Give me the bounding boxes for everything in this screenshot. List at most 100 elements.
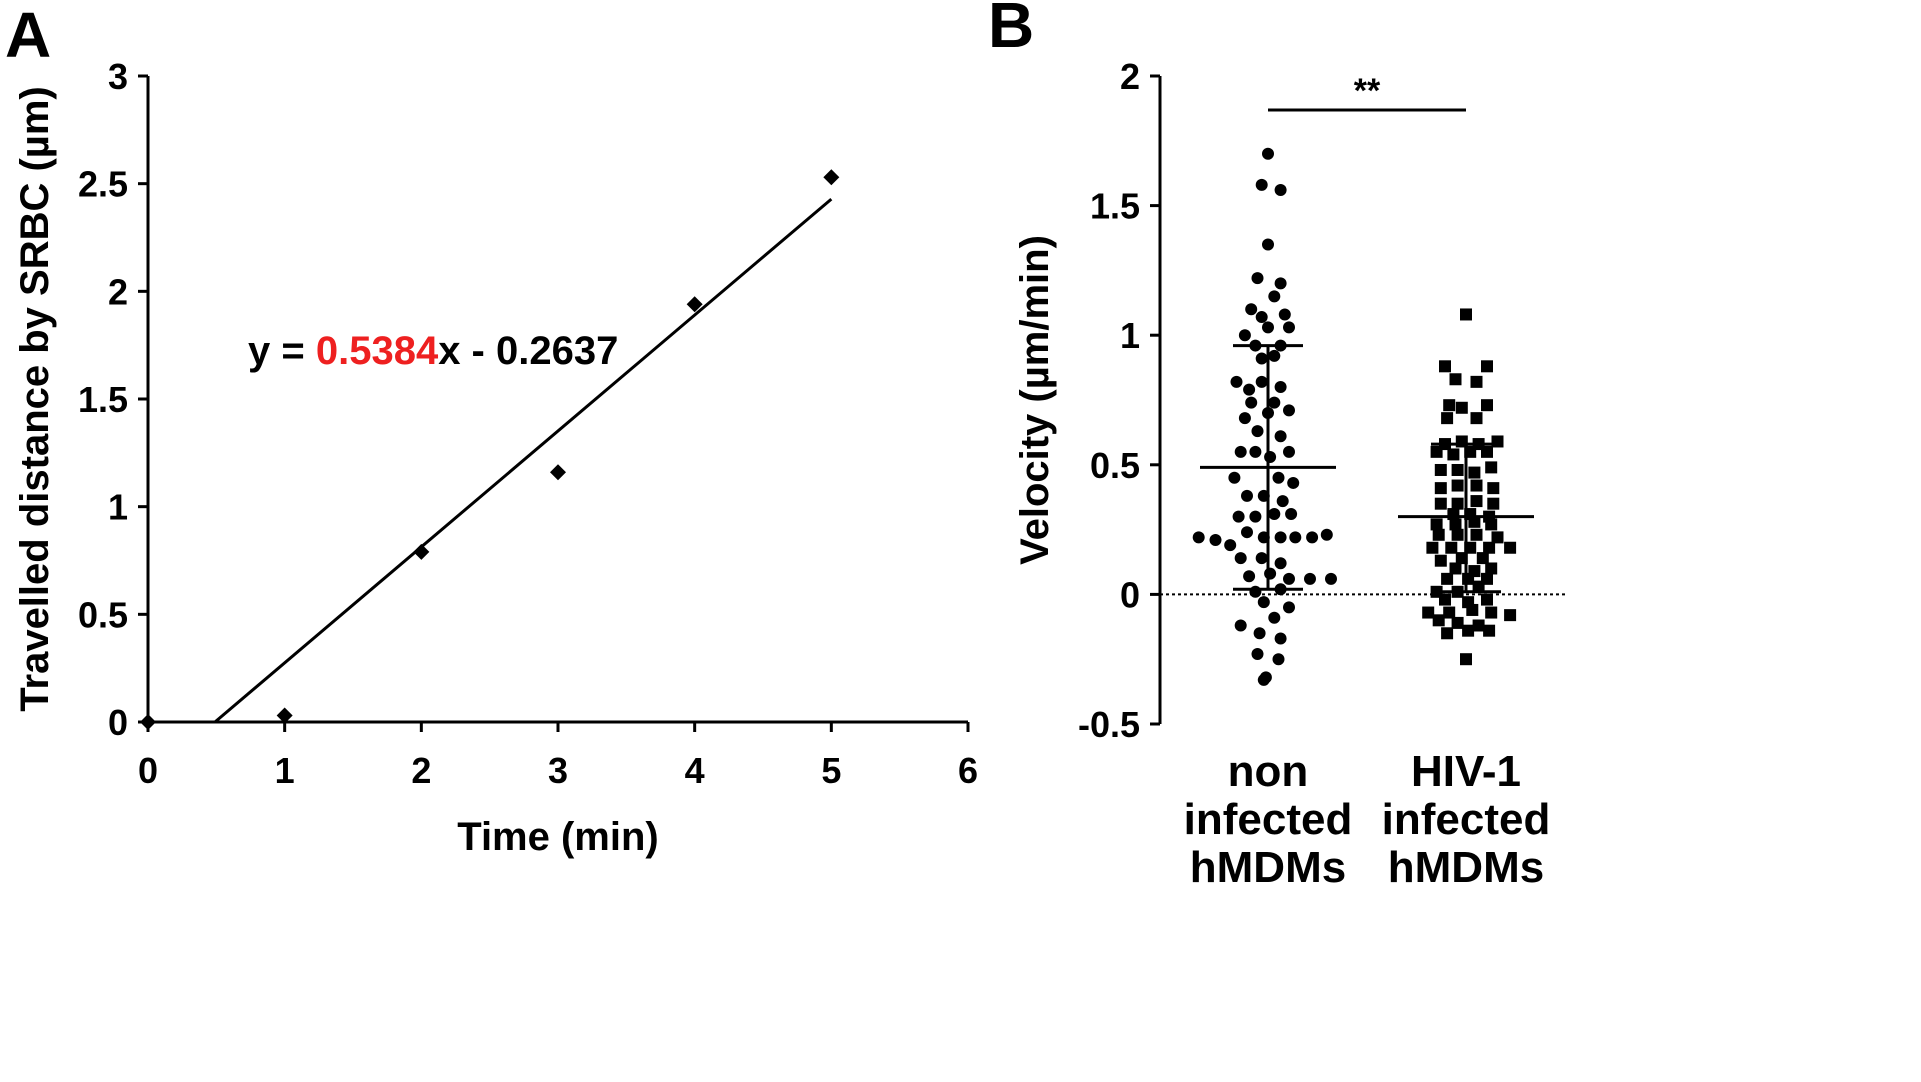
panel-b-y-tick-label: 0 [1120,574,1140,615]
velocity-point [1268,290,1281,303]
velocity-point [1449,518,1462,531]
panel-a-points [140,169,840,730]
panel-b-label: B [988,0,1034,61]
equation-prefix: y = [248,329,316,373]
velocity-point [1455,401,1468,414]
velocity-point [1255,178,1268,191]
panel-a-y-tick-label: 1.5 [78,379,128,420]
velocity-point [1439,360,1451,373]
velocity-point [1476,552,1489,565]
velocity-point [1451,528,1464,541]
velocity-point [1485,461,1498,474]
velocity-point [1451,479,1464,492]
panel-a-chart: A 0 0.5 1 1.5 2 2.5 3 0 1 2 3 4 5 6 y = 0.5384x - 0.… [5,0,978,859]
velocity-point [1234,619,1247,632]
velocity-point [1447,448,1460,461]
velocity-point [1255,552,1268,565]
panel-b-y-tick-label: 2 [1120,56,1140,97]
velocity-point [1451,497,1464,510]
panel-a-x-tick-label: 6 [958,750,978,791]
velocity-point [1274,277,1287,290]
panel-b-y-axis-title: Velocity (µm/min) [1013,235,1057,565]
velocity-point [1483,541,1496,554]
velocity-point [1443,399,1456,412]
velocity-point [1468,515,1481,528]
velocity-point [1443,606,1456,619]
velocity-point [1434,463,1447,476]
velocity-point [1430,518,1443,531]
velocity-point [1441,412,1454,425]
velocity-point [1276,495,1289,508]
velocity-point [1464,508,1477,521]
velocity-point [1487,497,1500,510]
velocity-point [1487,482,1500,495]
velocity-point [1274,184,1287,197]
velocity-point [1255,311,1268,324]
velocity-point [1485,562,1498,575]
velocity-point [1209,533,1222,546]
velocity-point [1228,471,1241,484]
significance-stars: ** [1354,72,1381,110]
category-label-line: hMDMs [1388,843,1544,892]
velocity-point [1272,653,1285,666]
velocity-point [1491,435,1504,448]
panel-a-x-axis-title: Time (min) [457,815,659,859]
panel-b-y-ticks: -0.5 0 0.5 1 1.5 2 [1078,56,1160,745]
velocity-point [1472,580,1485,593]
velocity-point [1249,510,1262,523]
velocity-point [1283,445,1295,458]
velocity-point [1241,489,1253,502]
panel-a-x-tick-label: 2 [411,750,431,791]
panel-b-mean-sd [1200,344,1534,594]
panel-a-y-tick-label: 0 [108,702,128,743]
velocity-point [1283,321,1295,334]
velocity-point [1245,396,1258,409]
velocity-point [1230,375,1243,388]
velocity-point [1432,614,1445,627]
category-label-line: infected [1184,795,1353,844]
panel-b-points [1192,147,1517,686]
velocity-point [1472,619,1485,632]
velocity-point [1441,572,1454,585]
velocity-point [1234,552,1247,565]
velocity-point [1462,572,1475,585]
velocity-point [1439,593,1451,606]
velocity-point [1451,463,1464,476]
panel-a-y-tick-label: 1 [108,487,128,528]
panel-a-x-tick-label: 0 [138,750,158,791]
equation-slope: 0.5384 [316,329,439,373]
velocity-point [1426,541,1439,554]
velocity-point [1447,508,1460,521]
category-label-line: HIV-1 [1411,747,1521,796]
panel-a-y-tick-label: 3 [108,56,128,97]
velocity-point [1470,479,1483,492]
data-point [140,714,156,730]
velocity-point [1274,381,1287,394]
data-point [686,296,703,313]
velocity-point [1268,611,1281,624]
panel-a-y-tick-label: 2 [108,271,128,312]
velocity-point [1274,531,1287,544]
velocity-point [1304,572,1316,585]
velocity-point [1274,632,1287,645]
panel-a-y-ticks: 0 0.5 1 1.5 2 2.5 3 [78,56,148,743]
velocity-point [1283,572,1295,585]
velocity-point [1434,554,1447,567]
velocity-point [1255,352,1268,365]
velocity-point [1238,412,1251,425]
velocity-point [1243,383,1256,396]
velocity-point [1253,627,1266,640]
velocity-point [1445,541,1458,554]
panel-b-chart: B -0.500.511.52 ** noninfectedhMDMsHIV-1… [988,0,1568,892]
velocity-point [1274,557,1287,570]
velocity-point [1468,466,1481,479]
velocity-point [1460,308,1472,321]
velocity-point [1289,531,1302,544]
velocity-point [1485,518,1498,531]
velocity-point [1466,603,1479,616]
velocity-point [1470,375,1483,388]
panel-b-y-tick-label: 1 [1120,315,1140,356]
velocity-point [1251,272,1264,285]
